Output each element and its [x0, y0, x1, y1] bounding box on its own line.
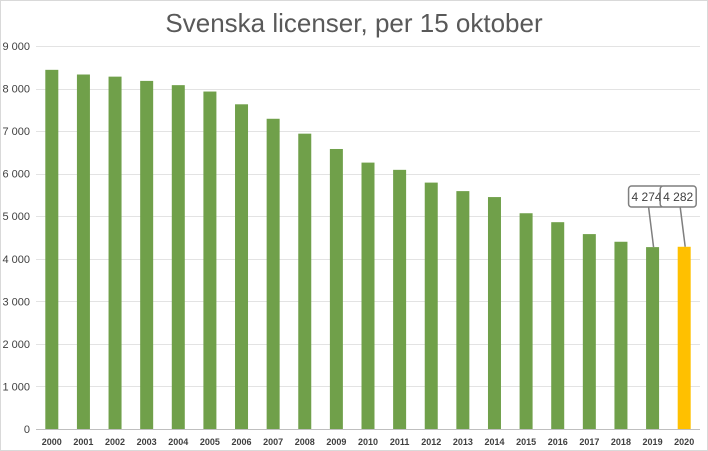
y-tick-label: 2 000 [2, 339, 30, 351]
y-tick-label: 1 000 [2, 381, 30, 393]
x-tick-label: 2005 [200, 437, 220, 447]
bar [140, 80, 154, 429]
x-tick-label: 2018 [611, 437, 631, 447]
bar [266, 118, 280, 430]
x-tick-label: 2019 [643, 437, 663, 447]
x-tick-label: 2006 [232, 437, 252, 447]
x-tick-label: 2016 [548, 437, 568, 447]
x-tick-label: 2011 [390, 437, 410, 447]
x-tick-label: 2012 [421, 437, 441, 447]
bar [45, 69, 59, 429]
bar [361, 162, 375, 429]
x-tick-label: 2009 [326, 437, 346, 447]
bar [646, 247, 660, 429]
y-tick-label: 9 000 [2, 41, 30, 53]
bar [203, 91, 217, 429]
bar [298, 133, 312, 430]
bar [582, 234, 596, 429]
y-tick-label: 5 000 [2, 211, 30, 223]
bar [108, 76, 122, 429]
data-label-leader [647, 206, 655, 248]
data-label-box [659, 185, 697, 208]
x-tick-label: 2004 [168, 437, 188, 447]
bar [76, 74, 90, 430]
x-tick-label: 2008 [295, 437, 315, 447]
x-tick-label: 2007 [263, 437, 283, 447]
bar [171, 85, 185, 429]
bar [614, 241, 628, 429]
data-label: 4 274 [632, 190, 662, 204]
bar [551, 222, 565, 429]
y-tick-label: 8 000 [2, 84, 30, 96]
bar [677, 246, 691, 429]
bar [235, 104, 249, 429]
x-tick-label: 2017 [579, 437, 599, 447]
bar [456, 191, 470, 429]
x-tick-label: 2002 [105, 437, 125, 447]
y-tick-label: 4 000 [2, 254, 30, 266]
x-tick-label: 2010 [358, 437, 378, 447]
x-tick-label: 2014 [484, 437, 504, 447]
data-label: 4 282 [663, 190, 693, 204]
x-tick-label: 2001 [73, 437, 93, 447]
x-tick-label: 2015 [516, 437, 536, 447]
y-tick-label: 0 [24, 424, 30, 436]
x-tick-label: 2013 [453, 437, 473, 447]
bar [487, 197, 501, 429]
bar [424, 182, 438, 429]
data-label-leader [679, 206, 686, 247]
x-tick-label: 2020 [674, 437, 694, 447]
chart-title: Svenska licenser, per 15 oktober [165, 8, 543, 38]
bar [329, 148, 343, 430]
y-tick-label: 6 000 [2, 169, 30, 181]
y-tick-label: 7 000 [2, 126, 30, 138]
x-tick-label: 2000 [42, 437, 62, 447]
bar [393, 169, 407, 429]
y-tick-label: 3 000 [2, 296, 30, 308]
x-tick-label: 2003 [137, 437, 157, 447]
bar [519, 213, 533, 429]
